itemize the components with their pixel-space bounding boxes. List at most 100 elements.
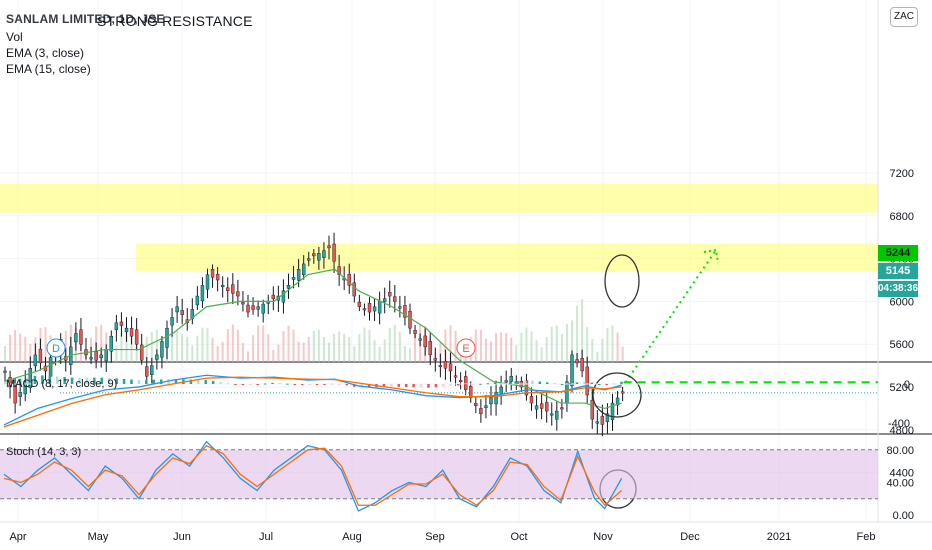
macd-histogram-bar <box>256 384 259 385</box>
candle-body <box>251 305 255 310</box>
volume-bar <box>571 320 573 362</box>
candle-body <box>585 366 589 396</box>
candle-body <box>610 402 615 420</box>
macd-histogram-bar <box>204 380 207 384</box>
volume-bar <box>231 324 234 362</box>
candle-body <box>453 375 458 378</box>
volume-bar <box>373 340 376 362</box>
macd-histogram-bar <box>382 384 386 387</box>
volume-bar <box>601 339 604 362</box>
time-tick-label: Apr <box>9 531 26 543</box>
candle-body <box>150 365 154 375</box>
volume-bar <box>115 345 118 362</box>
candle-body <box>504 380 508 383</box>
volume-bar <box>19 333 22 362</box>
macd-histogram-bar <box>575 382 579 384</box>
candle-body <box>246 304 250 313</box>
candle-body <box>560 407 564 410</box>
volume-bar <box>221 341 224 362</box>
volume-bar <box>343 333 346 362</box>
earnings-marker <box>456 338 476 358</box>
candle-body <box>474 403 478 406</box>
dividend-marker <box>46 338 66 358</box>
candle-body <box>124 327 129 333</box>
volume-bar <box>333 333 336 362</box>
macd-histogram-bar <box>293 384 297 385</box>
volume-bar <box>155 329 158 362</box>
macd-histogram-bar <box>590 382 594 384</box>
candle-body <box>307 258 311 261</box>
macd-histogram-bar <box>345 384 349 386</box>
candle-body <box>398 306 402 309</box>
macd-histogram-bar <box>18 378 22 384</box>
macd-histogram-bar <box>434 384 438 388</box>
candle-body <box>570 354 574 387</box>
price-tick-label: 4400 <box>890 468 914 480</box>
macd-histogram-bar <box>197 379 200 384</box>
stoch-tick-label: 80.00 <box>886 445 914 457</box>
volume-bar <box>312 330 315 362</box>
volume-bar <box>211 337 214 362</box>
candle-body <box>388 292 392 297</box>
countdown-tag: 04:38:36 <box>878 281 918 297</box>
candle-body <box>509 376 513 382</box>
candle-body <box>180 310 184 315</box>
volume-bar <box>484 338 487 362</box>
target-price-tag: 5244 <box>878 245 918 261</box>
candle-body <box>23 381 27 395</box>
volume-bar <box>176 330 179 362</box>
volume-bar <box>581 299 584 362</box>
volume-bar <box>378 346 381 362</box>
macd-histogram-bar <box>501 382 504 384</box>
stoch-label: Stoch (14, 3, 3) <box>6 446 82 458</box>
candle-body <box>463 376 468 390</box>
macd-histogram-bar <box>100 377 104 384</box>
macd-histogram-bar <box>427 384 430 388</box>
macd-histogram-bar <box>78 377 81 384</box>
volume-bar <box>79 340 82 362</box>
volume-bar <box>535 340 538 362</box>
macd-histogram-bar <box>301 384 304 385</box>
volume-bar <box>135 339 138 362</box>
volume-bar <box>398 331 401 362</box>
macd-tick-label: -400 <box>888 418 910 430</box>
volume-bar <box>236 329 239 362</box>
volume-bar <box>449 325 452 362</box>
legend-ema15: EMA (15, close) <box>6 62 91 76</box>
macd-histogram-bar <box>33 375 37 384</box>
volume-bar <box>267 334 270 362</box>
volume-bar <box>302 342 305 362</box>
candle-body <box>393 296 397 302</box>
volume-bar <box>444 329 447 362</box>
macd-histogram-bar <box>137 380 141 384</box>
macd-histogram-bar <box>174 379 178 384</box>
macd-histogram-bar <box>471 384 475 385</box>
candle-body <box>600 415 605 425</box>
macd-histogram-bar <box>531 380 534 384</box>
volume-bar <box>388 327 391 362</box>
candle-body <box>3 370 7 373</box>
volume-bar <box>328 342 330 362</box>
candle-body <box>372 306 377 312</box>
macd-histogram-bar <box>11 380 14 384</box>
candle-body <box>301 263 306 276</box>
candle-body <box>271 294 276 299</box>
resistance-zone <box>0 183 878 213</box>
volume-bar <box>550 326 553 362</box>
macd-histogram-bar <box>508 381 512 384</box>
candle-body <box>33 354 38 367</box>
currency-badge[interactable]: ZAC <box>890 7 918 27</box>
candle-body <box>170 317 174 326</box>
price-tick-label: 6000 <box>890 296 914 308</box>
candle-body <box>165 327 169 348</box>
candle-body <box>489 397 493 405</box>
volume-bar <box>474 329 477 362</box>
candle-body <box>595 421 600 424</box>
macd-histogram-bar <box>115 378 118 384</box>
volume-bar <box>307 336 310 362</box>
candle-body <box>241 302 245 305</box>
macd-tick-label: 0 <box>904 379 910 391</box>
volume-bar <box>100 324 103 362</box>
volume-bar <box>317 329 320 362</box>
